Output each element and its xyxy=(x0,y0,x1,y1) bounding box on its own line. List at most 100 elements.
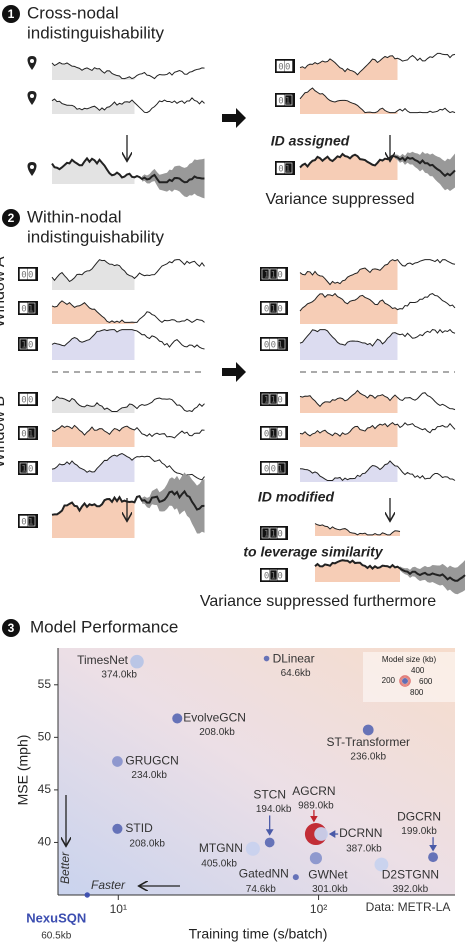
point-label: GRUGCN xyxy=(125,754,178,768)
badge-number: 1 xyxy=(8,7,15,21)
id-cell xyxy=(277,268,286,280)
point-label: MTGNN xyxy=(199,841,243,855)
point-label: ST-Transformer xyxy=(326,735,410,749)
id-tag-text: 01 xyxy=(21,518,34,528)
sketch-fill xyxy=(300,329,398,360)
id-cell xyxy=(19,393,28,405)
sketch-band xyxy=(142,472,205,534)
id-cell xyxy=(261,527,270,539)
badge-number: 2 xyxy=(8,211,15,225)
point-label: STCN xyxy=(253,788,286,802)
id-cell xyxy=(19,338,28,350)
id-cell xyxy=(19,462,28,474)
id-tag-text: 010 xyxy=(264,572,284,582)
sketch-fill xyxy=(315,560,400,582)
id-cell xyxy=(19,302,28,314)
sketch-fill xyxy=(300,259,398,290)
sketch-line xyxy=(299,421,456,437)
sketch-fill xyxy=(52,158,135,184)
pin-hole xyxy=(30,59,34,63)
size-label: 199.0kb xyxy=(401,826,437,837)
id-cell xyxy=(276,162,285,174)
id-tag-text: 001 xyxy=(264,465,284,475)
sketch-line xyxy=(299,258,456,286)
annotation: ID assigned xyxy=(271,133,350,149)
annotation: to leverage similarity xyxy=(243,544,384,560)
sketch-line xyxy=(51,156,205,184)
sketch-fill xyxy=(52,497,135,538)
point-label: DLinear xyxy=(273,652,315,666)
size-label: 64.6kb xyxy=(281,668,311,679)
point-label: STID xyxy=(125,821,153,835)
point xyxy=(112,823,123,834)
sketch-fill xyxy=(315,523,400,536)
caption: Variance suppressed xyxy=(265,191,414,208)
id-tag-text: 01 xyxy=(21,305,34,315)
id-tag-text: 110 xyxy=(264,396,284,406)
sketch-fill xyxy=(300,55,398,80)
size-legend-title: Model size (kb) xyxy=(382,655,437,664)
id-cell xyxy=(19,515,28,527)
id-cell xyxy=(269,569,278,581)
point xyxy=(263,655,270,662)
size-label: 208.0kb xyxy=(129,838,165,849)
sketch-line xyxy=(51,489,205,516)
sketch-fill xyxy=(52,425,135,447)
badge xyxy=(2,5,20,23)
id-cell xyxy=(27,462,36,474)
sketch-line xyxy=(51,300,205,324)
sketch-line xyxy=(51,395,205,413)
annotation: Better xyxy=(58,851,72,884)
point-label: GatedNN xyxy=(239,866,289,880)
window-label: Window A xyxy=(0,256,8,327)
id-cell xyxy=(269,427,278,439)
sketch-line xyxy=(51,329,205,350)
id-cell xyxy=(261,569,270,581)
id-cell xyxy=(261,268,270,280)
source: Data: METR-LA xyxy=(366,900,451,914)
sketch-line xyxy=(299,87,456,114)
size-label: 194.0kb xyxy=(256,804,292,815)
id-cell xyxy=(261,427,270,439)
id-cell xyxy=(269,338,278,350)
x-axis-label: Training time (s/batch) xyxy=(189,926,328,942)
id-tag-text: 00 xyxy=(21,271,34,281)
point xyxy=(292,874,299,881)
point-label: NexuSQN xyxy=(26,910,86,925)
id-cell xyxy=(27,302,36,314)
sketch-line xyxy=(299,152,456,178)
id-cell xyxy=(277,527,286,539)
id-cell xyxy=(277,338,286,350)
sketch-line xyxy=(299,292,456,312)
panel-title: indistinguishability xyxy=(27,227,165,246)
size-label: 392.0kb xyxy=(393,884,429,895)
point xyxy=(362,724,374,736)
sketch-line xyxy=(51,259,205,283)
sketch-fill xyxy=(52,453,135,482)
id-cell xyxy=(27,268,36,280)
point-label: TimesNet xyxy=(77,653,129,667)
size-label: 60.5kb xyxy=(41,931,71,942)
point xyxy=(309,852,322,865)
sketch-fill xyxy=(300,422,398,447)
point-label: AGCRN xyxy=(292,784,335,798)
sketch-line xyxy=(51,97,205,114)
point-label: DGCRN xyxy=(397,809,441,823)
id-cell xyxy=(27,515,36,527)
id-cell xyxy=(277,427,286,439)
id-tag-text: 00 xyxy=(21,396,34,406)
point xyxy=(314,827,329,841)
panel-title: Within-nodal xyxy=(27,207,122,226)
id-tag-text: 010 xyxy=(264,305,284,315)
id-cell xyxy=(277,393,286,405)
point xyxy=(374,857,389,872)
id-tag-text: 001 xyxy=(264,341,284,351)
annotation: Faster xyxy=(91,878,126,892)
sketch-line xyxy=(51,61,205,80)
id-cell xyxy=(27,338,36,350)
arrow xyxy=(222,108,246,128)
size-label: 208.0kb xyxy=(199,727,235,738)
sketch-fill xyxy=(300,293,398,324)
sketch-line xyxy=(51,424,205,439)
sketch-line xyxy=(299,52,456,76)
